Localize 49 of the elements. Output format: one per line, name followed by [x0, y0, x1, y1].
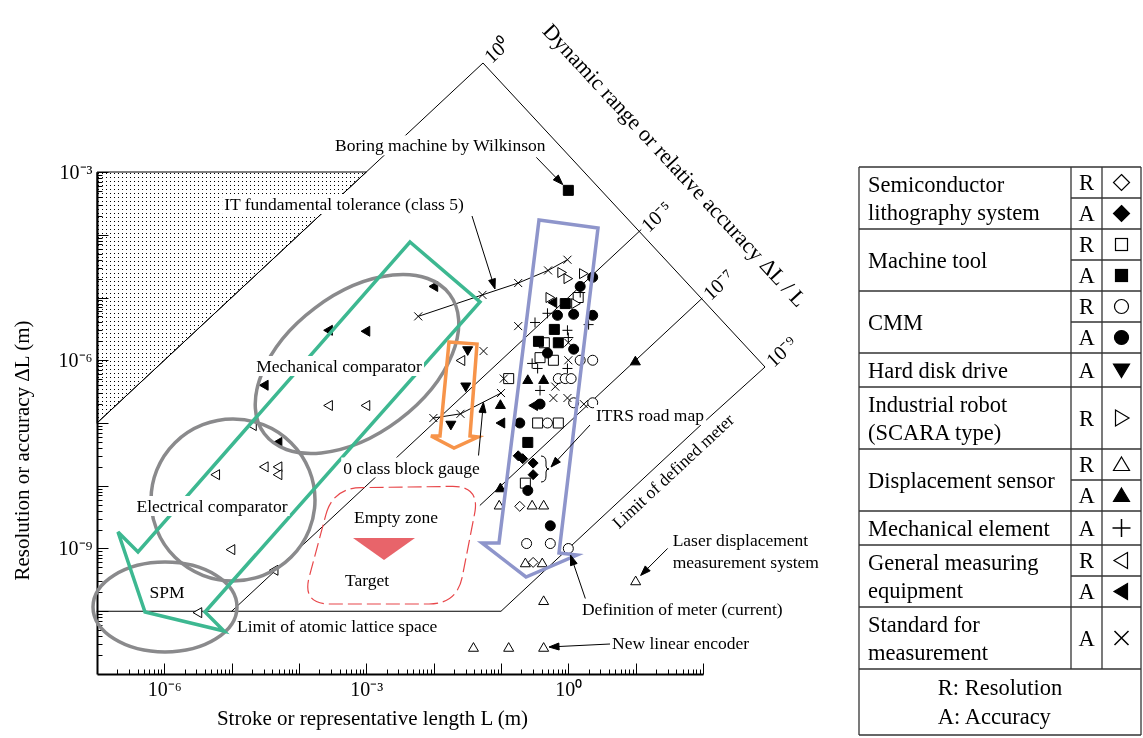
legend-label: R	[1078, 405, 1095, 431]
text: 10⁰	[479, 32, 515, 68]
annotation: Boring machine by Wilkinson	[335, 135, 546, 156]
y-tick-label: 10⁻⁹	[58, 537, 93, 559]
y-axis-title: Resolution or accuracy ΔL (m)	[9, 320, 34, 581]
legend-label: R	[1078, 294, 1095, 319]
text: Displacement sensor	[868, 467, 1056, 493]
text: Industrial robot (SCARA type)	[868, 391, 1009, 445]
y-tick-label: 10⁻³	[59, 160, 93, 183]
legend-label: R	[1078, 452, 1095, 477]
text: 10⁻⁹	[761, 331, 802, 372]
legend-label: R	[1078, 232, 1095, 257]
legend-label: A	[1078, 579, 1096, 604]
text: General measuring equipment	[868, 549, 1039, 603]
x-tick-label: 10⁻³	[350, 677, 384, 700]
annotation: Target	[344, 570, 390, 590]
annotation: Mechanical comparator	[256, 356, 423, 376]
legend-label: A	[1078, 357, 1096, 383]
text: Mechanical element	[868, 515, 1051, 541]
legend-label: R	[1078, 170, 1095, 195]
x-tick-label: 10⁰	[555, 677, 583, 700]
text: Machine tool	[868, 247, 988, 273]
annotation: 0 class block gauge	[343, 457, 481, 478]
annotation: SPM	[149, 582, 185, 602]
annotation: Laser displacement measurement system	[672, 530, 820, 573]
annotation: IT fundamental tolerance (class 5)	[224, 194, 465, 214]
text: CMM	[868, 309, 924, 335]
annotation: Definition of meter (current)	[581, 598, 783, 619]
annotation: Empty zone	[353, 507, 439, 527]
legend-label: A	[1078, 483, 1096, 508]
annotation: 10⁻⁷	[698, 264, 739, 305]
text: A: Accuracy	[937, 704, 1052, 729]
text: Standard for measurement	[868, 611, 989, 665]
text: Hard disk drive	[868, 357, 1008, 383]
legend-label: A	[1078, 263, 1096, 288]
text: R: Resolution	[937, 675, 1063, 700]
legend-label: A	[1078, 201, 1096, 226]
text: Semiconductor lithography system	[868, 171, 1041, 225]
y-tick-label: 10⁻⁶	[58, 348, 93, 371]
annotation: Limit of atomic lattice space	[237, 616, 438, 636]
legend-label: A	[1078, 625, 1096, 651]
annotation: Electrical comparator	[136, 496, 288, 516]
legend-label: R	[1078, 548, 1095, 573]
x-tick-label: 10⁻⁶	[147, 677, 182, 700]
annotation: 10⁻⁵	[636, 196, 677, 237]
legend-label: A	[1078, 515, 1096, 541]
annotation: New linear encoder	[612, 633, 750, 653]
x-axis-title: Stroke or representative length L (m)	[216, 705, 529, 730]
legend-label: A	[1078, 325, 1096, 350]
